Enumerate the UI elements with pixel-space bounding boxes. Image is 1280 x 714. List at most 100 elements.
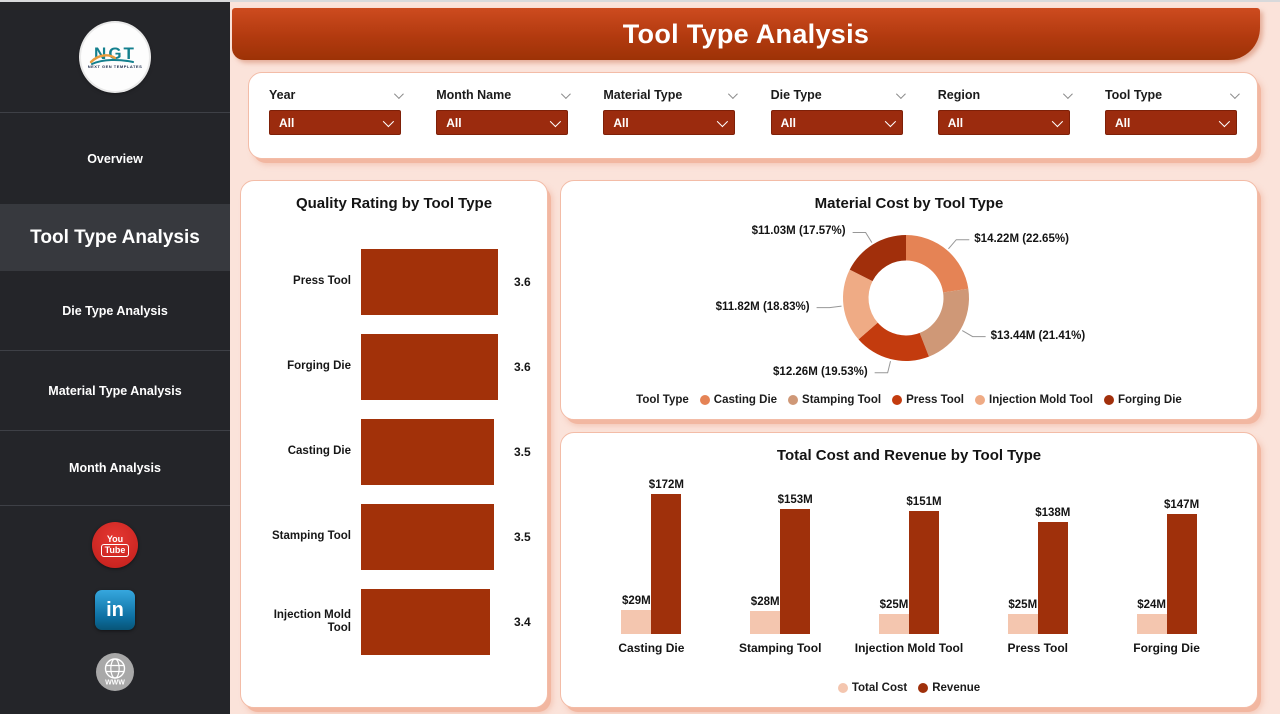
revenue-bar-press-tool[interactable] (1037, 522, 1068, 634)
slicer-year: Year All (269, 88, 404, 158)
slicer-header-year[interactable]: Year (269, 88, 404, 102)
dashboard-main: Tool Type Analysis Year All Month Name All M… (230, 2, 1280, 714)
value-label: 3.6 (514, 359, 531, 374)
legend-dot (837, 683, 848, 693)
legend-label: Total Cost (851, 682, 908, 694)
slicer-dropdown-month-name[interactable]: All (436, 110, 569, 135)
chevron-down-icon (1218, 115, 1231, 127)
quality-bar-casting-die[interactable] (361, 418, 494, 485)
legend-item-total-cost[interactable]: Total Cost (837, 682, 908, 694)
value-label: $147M (1163, 499, 1200, 511)
slicer-header-die-type[interactable]: Die Type (771, 88, 906, 102)
donut-leader-line (948, 239, 970, 250)
slicer-label: Material Type (603, 88, 683, 102)
legend-item-stamping-tool[interactable]: Stamping Tool (788, 394, 881, 406)
legend-item-revenue[interactable]: Revenue (918, 682, 980, 694)
revenue-bar-stamping-tool[interactable] (780, 509, 811, 634)
donut-slice-stamping-tool[interactable] (919, 288, 969, 357)
website-globe-icon[interactable]: WWW (95, 652, 135, 692)
bar-track (361, 333, 509, 400)
value-label: $29M (622, 595, 651, 607)
slicer-dropdown-region[interactable]: All (937, 110, 1070, 135)
quality-row-forging-die: Forging Die 3.6 (249, 324, 541, 409)
total-cost-bar-injection-mold-tool[interactable] (878, 614, 909, 634)
youtube-icon-text-you: You (106, 533, 124, 544)
slicer-dropdown-material-type[interactable]: All (603, 110, 736, 135)
value-label: $28M (750, 596, 780, 608)
sidebar-item-label: Month Analysis (69, 461, 161, 475)
slicer-value: All (947, 115, 964, 130)
logo-container: NGT NEXT GEN TEMPLATES (0, 2, 230, 113)
legend-item-injection-mold-tool[interactable]: Injection Mold Tool (975, 394, 1093, 406)
legend-label: Forging Die (1117, 394, 1182, 406)
sidebar-item-die-type-analysis[interactable]: Die Type Analysis (0, 271, 230, 351)
legend-item-casting-die[interactable]: Casting Die (699, 394, 777, 406)
value-label: 3.5 (514, 444, 531, 459)
value-label: $138M (1035, 507, 1071, 519)
slicer-month-name: Month Name All (436, 88, 572, 158)
quality-bar-forging-die[interactable] (361, 333, 498, 400)
slicer-dropdown-tool-type[interactable]: All (1104, 110, 1237, 135)
total-cost-bar-press-tool[interactable] (1007, 614, 1038, 634)
page-title-banner: Tool Type Analysis (232, 8, 1260, 60)
slicer-dropdown-die-type[interactable]: All (770, 110, 903, 135)
donut-slice-press-tool[interactable] (858, 322, 929, 361)
donut-slice-casting-die[interactable] (906, 235, 969, 293)
slicer-header-material-type[interactable]: Material Type (603, 88, 739, 102)
slicer-header-region[interactable]: Region (938, 88, 1073, 102)
grouped-bar-chart-title: Total Cost and Revenue by Tool Type (776, 447, 1042, 464)
legend-item-forging-die[interactable]: Forging Die (1103, 394, 1182, 406)
slicer-header-month-name[interactable]: Month Name (436, 88, 572, 102)
bar-group-press-tool: $25M $138M Press Tool (975, 494, 1101, 655)
legend-item-press-tool[interactable]: Press Tool (892, 394, 964, 406)
chevron-down-icon (549, 115, 562, 127)
donut-leader-line (874, 361, 891, 374)
total-cost-bar-forging-die[interactable] (1136, 614, 1167, 634)
sidebar-item-label: Die Type Analysis (62, 303, 168, 318)
total-cost-bar-stamping-tool[interactable] (750, 611, 781, 634)
bar-group-forging-die: $24M $147M Forging Die (1104, 494, 1230, 655)
sidebar-item-material-type-analysis[interactable]: Material Type Analysis (0, 351, 230, 431)
logo-subtext: NEXT GEN TEMPLATES (87, 63, 143, 69)
bar-slot: $172M (649, 479, 684, 634)
bar-slot: $138M (1035, 494, 1071, 634)
youtube-icon-text-tube: Tube (100, 543, 130, 557)
chevron-down-icon (1229, 88, 1240, 99)
quality-bar-press-tool[interactable] (361, 248, 498, 315)
bar-slot: $147M (1163, 494, 1200, 634)
category-label: Press Tool (1007, 641, 1069, 655)
sidebar-item-tool-type-analysis[interactable]: Tool Type Analysis (0, 204, 230, 271)
bar-track (361, 588, 509, 655)
slicer-label: Month Name (436, 88, 512, 102)
linkedin-icon[interactable]: in (95, 590, 135, 630)
bar-pair: $29M $172M (621, 479, 684, 634)
youtube-icon[interactable]: You Tube (92, 522, 138, 568)
quality-bar-injection-mold-tool[interactable] (361, 588, 491, 655)
donut-data-label-injection-mold-tool: $11.82M (18.83%) (715, 300, 810, 313)
quality-chart-plot: Press Tool 3.6 Forging Die 3.6 Casting Die 3.… (249, 239, 541, 664)
slicer-dropdown-year[interactable]: All (269, 110, 401, 135)
donut-slice-forging-die[interactable] (849, 235, 906, 282)
sidebar-item-month-analysis[interactable]: Month Analysis (0, 431, 230, 506)
chevron-down-icon (393, 88, 404, 99)
revenue-bar-injection-mold-tool[interactable] (908, 511, 939, 634)
quality-row-stamping-tool: Stamping Tool 3.5 (249, 494, 541, 579)
social-links: You Tube in WWW (0, 514, 230, 714)
chevron-down-icon (1051, 115, 1063, 127)
value-label: $24M (1137, 599, 1166, 611)
bar-slot: $25M (1007, 494, 1038, 634)
donut-slice-injection-mold-tool[interactable] (843, 269, 878, 340)
quality-bar-stamping-tool[interactable] (361, 503, 494, 570)
ngt-logo: NGT NEXT GEN TEMPLATES (81, 23, 149, 91)
revenue-bar-casting-die[interactable] (651, 494, 682, 634)
slicer-header-tool-type[interactable]: Tool Type (1105, 88, 1240, 102)
slicer-label: Year (269, 88, 296, 102)
bar-slot: $28M (750, 494, 781, 634)
bar-pair: $25M $151M (878, 494, 942, 634)
value-label: 3.5 (514, 529, 531, 544)
sidebar-item-overview[interactable]: Overview (0, 113, 230, 204)
total-cost-bar-casting-die[interactable] (621, 610, 652, 634)
donut-legend: Tool Type Casting Die Stamping Tool Press T… (561, 394, 1257, 406)
revenue-bar-forging-die[interactable] (1166, 514, 1197, 634)
